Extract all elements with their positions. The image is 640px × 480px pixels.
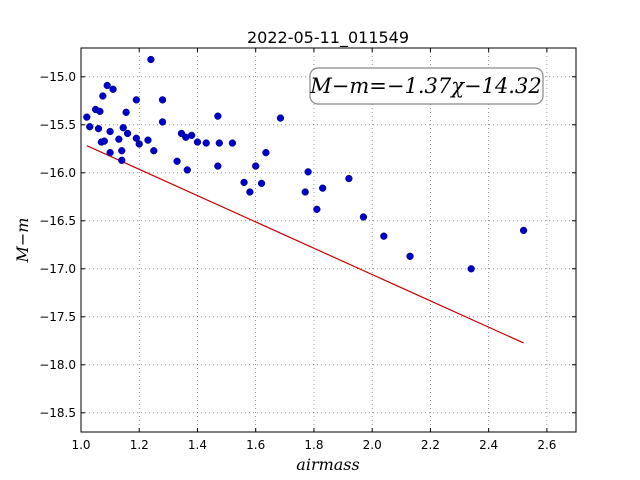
y-tick-label: −18.5 <box>39 406 76 420</box>
data-point <box>276 114 285 122</box>
grid <box>80 48 576 432</box>
data-point <box>359 213 368 221</box>
data-point <box>228 139 237 147</box>
data-point <box>96 107 104 116</box>
data-point <box>150 147 158 155</box>
y-tick-label: −15.0 <box>39 70 76 84</box>
y-tick-label: −18.0 <box>39 358 76 372</box>
data-point <box>122 108 130 116</box>
data-point <box>86 123 94 131</box>
data-point <box>304 168 312 176</box>
y-tick-label: −17.5 <box>39 310 76 324</box>
data-point <box>147 55 155 64</box>
data-point <box>519 226 528 235</box>
y-tick-label: −16.0 <box>39 166 76 180</box>
data-point <box>380 232 388 240</box>
annotation-box <box>309 67 544 105</box>
y-tick-label: −17.0 <box>39 262 76 276</box>
data-point <box>319 184 327 192</box>
data-point <box>262 148 270 157</box>
y-tick-label: −15.5 <box>39 118 76 132</box>
data-point <box>345 174 353 183</box>
data-point <box>132 96 140 104</box>
fit-line <box>86 145 524 344</box>
annotation-text: M−m=−1.37χ−14.32 <box>309 74 541 98</box>
data-point <box>214 112 222 120</box>
data-point <box>119 124 127 132</box>
data-point <box>118 147 126 155</box>
data-point <box>123 129 132 138</box>
data-points <box>83 55 528 273</box>
data-point <box>118 156 126 164</box>
data-point <box>109 85 117 93</box>
data-point <box>193 138 202 146</box>
data-point <box>187 131 196 140</box>
y-axis-ticks: −15.0 −15.5 −16.0 −16.5 −17.0 −17.5 −18.0 −18.5 <box>39 70 576 420</box>
x-tick-label: 2.0 <box>363 438 382 452</box>
data-point <box>106 127 114 136</box>
x-tick-label: 1.2 <box>130 438 149 452</box>
data-point <box>215 139 223 147</box>
x-tick-label: 2.6 <box>537 438 556 452</box>
data-point <box>100 137 108 145</box>
data-point <box>103 81 111 90</box>
data-point <box>115 135 123 143</box>
data-point <box>202 139 210 147</box>
data-point <box>406 252 414 260</box>
y-axis-label: M−m <box>13 218 32 264</box>
data-point <box>99 92 107 100</box>
data-point <box>135 140 143 148</box>
data-point <box>132 134 140 142</box>
x-tick-label: 2.4 <box>479 438 498 452</box>
plot-frame <box>80 47 577 433</box>
x-tick-label: 1.8 <box>304 438 323 452</box>
data-point <box>158 96 167 104</box>
x-axis-label: airmass <box>296 455 359 474</box>
data-point <box>301 188 309 196</box>
fit-line-layer <box>86 145 524 344</box>
data-point <box>158 118 167 126</box>
y-tick-label: −16.5 <box>39 214 76 228</box>
data-point <box>467 265 475 273</box>
equation-annotation: M−m=−1.37χ−14.32 <box>309 67 544 105</box>
x-tick-label: 1.0 <box>71 438 90 452</box>
data-point <box>144 136 152 144</box>
data-point <box>252 162 260 170</box>
data-point <box>173 157 181 165</box>
data-point <box>246 188 254 196</box>
data-point <box>240 178 248 187</box>
data-point <box>214 162 222 170</box>
data-point <box>313 205 321 213</box>
data-point <box>106 148 114 157</box>
chart-title: 2022-05-11_011549 <box>247 28 409 48</box>
data-point <box>83 113 91 121</box>
x-tick-label: 2.2 <box>421 438 440 452</box>
data-point <box>183 166 191 174</box>
x-axis-ticks: 1.0 1.2 1.4 1.6 1.8 2.0 2.2 2.4 2.6 <box>71 48 556 452</box>
x-tick-label: 1.6 <box>246 438 265 452</box>
data-point <box>94 124 103 133</box>
data-point <box>257 179 266 188</box>
x-tick-label: 1.4 <box>188 438 207 452</box>
